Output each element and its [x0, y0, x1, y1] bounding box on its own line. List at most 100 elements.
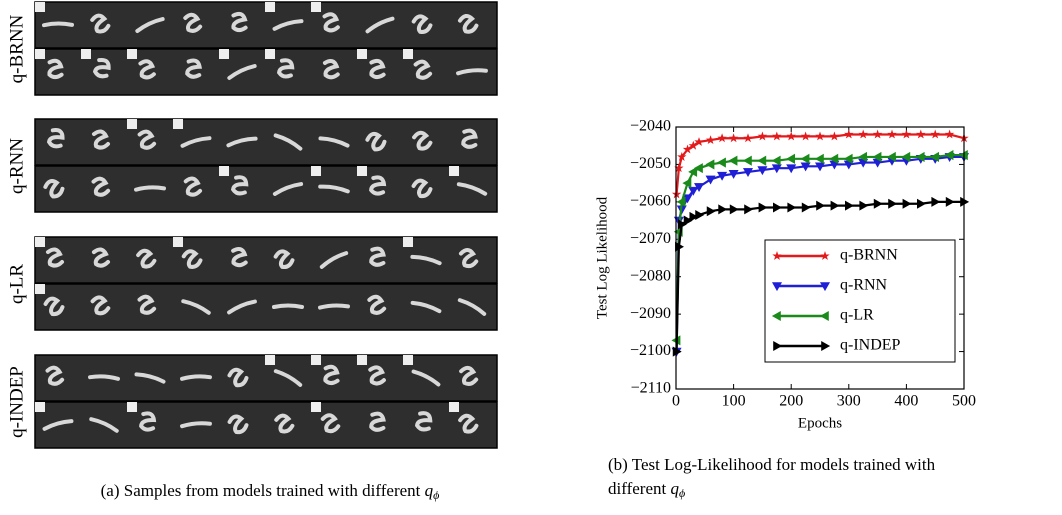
sample-digit — [410, 254, 442, 266]
cond-marker — [219, 49, 229, 59]
series-marker — [944, 129, 955, 139]
plot-frame — [675, 126, 965, 390]
sample-digit — [92, 57, 111, 79]
caption-b-line2: different qϕ — [608, 479, 685, 500]
sample-strip — [34, 165, 498, 213]
series-marker — [744, 204, 754, 215]
cond-marker — [311, 2, 321, 12]
sample-digit — [181, 299, 211, 315]
sample-digit — [272, 303, 304, 310]
series-marker — [682, 144, 693, 154]
sample-digit — [227, 367, 249, 388]
cond-marker — [35, 402, 45, 412]
cond-marker — [35, 2, 45, 12]
series-marker — [672, 346, 682, 357]
legend-label: q-BRNN — [840, 247, 898, 264]
legend-marker — [773, 340, 783, 352]
caption-symbol: q — [670, 479, 679, 498]
series-marker — [694, 183, 705, 192]
sample-digit — [368, 365, 386, 386]
cond-marker — [219, 166, 229, 176]
sample-digit — [369, 58, 386, 80]
series-marker — [757, 166, 768, 176]
y-tick-label: −2100 — [630, 342, 671, 359]
sample-digit — [89, 417, 119, 433]
sample-digit — [181, 249, 203, 269]
sample-digit — [91, 176, 111, 197]
sample-digit — [180, 421, 212, 429]
row-label: q-LR — [6, 264, 27, 304]
series-marker — [771, 164, 782, 174]
legend-marker — [819, 310, 829, 322]
sample-digit — [231, 175, 249, 196]
sample-strip — [34, 236, 498, 284]
legend-box — [764, 239, 956, 363]
sample-digit — [413, 59, 433, 80]
series-marker — [931, 196, 941, 207]
sample-digit — [180, 136, 212, 148]
sample-digit — [47, 58, 64, 80]
caption-text: different — [608, 479, 666, 498]
sample-strip — [34, 118, 498, 166]
caption-b-line1: (b) Test Log-Likelihood for models train… — [608, 455, 936, 474]
legend-marker — [771, 310, 781, 322]
y-tick-label: −2050 — [630, 155, 671, 172]
sample-digit — [90, 295, 111, 316]
sample-digit — [457, 298, 487, 316]
series-marker — [677, 151, 687, 161]
cond-marker — [173, 119, 183, 129]
sample-digit — [318, 136, 350, 148]
sample-digit — [227, 414, 249, 435]
cond-marker — [357, 355, 367, 365]
sample-digit — [43, 179, 65, 199]
cond-marker — [311, 355, 321, 365]
series-marker — [859, 200, 869, 211]
cond-marker — [265, 49, 275, 59]
series-marker — [901, 129, 912, 139]
series-marker — [786, 131, 796, 141]
sample-digit — [45, 247, 65, 268]
series-marker — [843, 153, 853, 164]
sample-digit — [88, 374, 120, 381]
y-tick-label: −2070 — [630, 230, 671, 247]
series-marker — [695, 209, 705, 220]
x-tick-label: 500 — [952, 393, 976, 410]
sample-digit — [272, 19, 304, 31]
series-marker — [717, 133, 727, 143]
sample-digit — [456, 68, 488, 76]
cond-marker — [127, 402, 137, 412]
caption-symbol: q — [425, 481, 434, 500]
legend-label: q-LR — [840, 307, 874, 324]
cond-marker — [35, 237, 45, 247]
sample-digit — [415, 411, 433, 432]
series-marker — [682, 178, 692, 189]
series-marker — [873, 198, 883, 209]
sample-digit — [274, 413, 295, 434]
sample-digit — [411, 178, 433, 199]
sample-digit — [136, 248, 157, 269]
y-tick-label: −2060 — [630, 193, 671, 210]
caption-a: (a) Samples from models trained with dif… — [101, 481, 440, 502]
series-marker — [693, 163, 703, 174]
series-marker — [814, 162, 826, 172]
sample-digit — [227, 299, 257, 315]
y-tick-label: −2110 — [631, 380, 671, 397]
sample-digit — [91, 247, 111, 268]
sample-digit — [185, 58, 202, 79]
sample-digit — [134, 372, 166, 384]
sample-digit — [457, 13, 479, 34]
series-marker — [786, 153, 795, 164]
sample-digit — [320, 413, 341, 434]
y-tick-label: −2090 — [630, 305, 671, 322]
series-marker — [858, 129, 868, 139]
cond-marker — [265, 355, 275, 365]
series-marker — [705, 135, 716, 145]
cond-marker — [449, 402, 459, 412]
cond-marker — [127, 49, 137, 59]
series-marker — [917, 198, 926, 209]
legend-label: q-RNN — [840, 277, 888, 294]
sample-digit — [226, 136, 258, 148]
legend-marker — [820, 251, 830, 260]
series-marker — [930, 129, 940, 139]
cond-marker — [311, 166, 321, 176]
